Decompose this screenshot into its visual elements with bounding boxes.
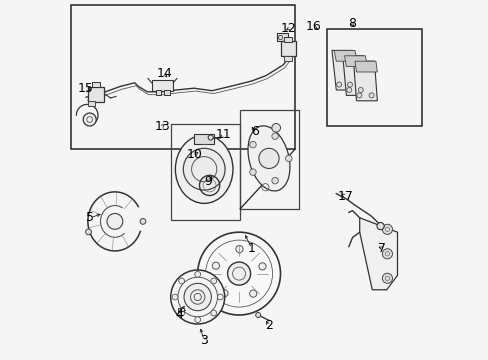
Circle shape	[336, 82, 341, 87]
Text: 11: 11	[215, 129, 231, 141]
Text: 2: 2	[264, 319, 272, 332]
Circle shape	[271, 177, 278, 184]
Circle shape	[194, 271, 200, 277]
Circle shape	[208, 135, 213, 140]
Bar	[156, 90, 161, 95]
Circle shape	[170, 270, 224, 324]
Ellipse shape	[175, 135, 232, 203]
Bar	[276, 33, 287, 41]
Circle shape	[249, 169, 256, 175]
Bar	[284, 37, 291, 42]
Circle shape	[358, 87, 363, 93]
Bar	[170, 124, 240, 220]
Text: 3: 3	[200, 334, 208, 347]
Text: 16: 16	[305, 21, 321, 33]
Circle shape	[210, 310, 216, 316]
Bar	[88, 101, 95, 106]
Text: 1: 1	[247, 242, 255, 255]
Ellipse shape	[247, 126, 289, 191]
Circle shape	[382, 224, 392, 234]
Polygon shape	[353, 61, 377, 101]
Circle shape	[179, 278, 184, 284]
Circle shape	[183, 283, 211, 311]
Circle shape	[194, 317, 200, 323]
Circle shape	[255, 312, 260, 318]
Circle shape	[346, 87, 351, 93]
Polygon shape	[359, 218, 397, 290]
Circle shape	[285, 155, 291, 162]
Text: 15: 15	[78, 82, 94, 95]
Circle shape	[258, 263, 265, 270]
Circle shape	[376, 222, 384, 230]
Text: 14: 14	[156, 67, 172, 80]
Circle shape	[221, 289, 227, 297]
Circle shape	[249, 290, 256, 297]
Text: 17: 17	[337, 190, 352, 203]
Circle shape	[368, 93, 373, 98]
Text: 6: 6	[250, 125, 258, 138]
Circle shape	[347, 82, 352, 87]
Circle shape	[227, 262, 250, 285]
Circle shape	[356, 93, 361, 98]
Bar	[88, 87, 104, 102]
Text: 12: 12	[280, 22, 296, 35]
Bar	[92, 82, 101, 87]
Circle shape	[382, 249, 392, 259]
Circle shape	[258, 148, 279, 168]
Text: 4: 4	[175, 309, 183, 321]
Text: 5: 5	[86, 211, 94, 224]
Bar	[178, 308, 184, 311]
Circle shape	[217, 294, 223, 300]
Text: 8: 8	[347, 17, 355, 30]
Polygon shape	[344, 56, 366, 67]
Circle shape	[271, 133, 278, 139]
Circle shape	[172, 294, 178, 300]
Polygon shape	[342, 56, 366, 95]
Text: 10: 10	[186, 148, 203, 161]
Bar	[240, 110, 299, 209]
Circle shape	[235, 246, 243, 253]
Bar	[164, 90, 169, 95]
Circle shape	[197, 232, 280, 315]
Text: 13: 13	[154, 120, 170, 132]
Circle shape	[249, 141, 256, 148]
Polygon shape	[354, 61, 377, 72]
Text: 9: 9	[204, 175, 212, 188]
Text: 7: 7	[377, 242, 385, 255]
Bar	[194, 134, 213, 144]
Circle shape	[210, 278, 216, 284]
Circle shape	[212, 262, 219, 269]
Circle shape	[382, 273, 392, 283]
Circle shape	[85, 229, 91, 235]
Circle shape	[183, 148, 224, 190]
Polygon shape	[331, 50, 356, 90]
Bar	[326, 29, 421, 126]
Circle shape	[179, 310, 184, 316]
Circle shape	[83, 113, 96, 126]
Bar	[281, 41, 295, 56]
Circle shape	[278, 35, 282, 40]
Circle shape	[107, 213, 122, 229]
Circle shape	[140, 219, 145, 224]
Bar	[284, 56, 291, 61]
Circle shape	[271, 123, 280, 132]
Polygon shape	[333, 50, 356, 61]
Bar	[71, 5, 294, 149]
Bar	[151, 80, 173, 91]
